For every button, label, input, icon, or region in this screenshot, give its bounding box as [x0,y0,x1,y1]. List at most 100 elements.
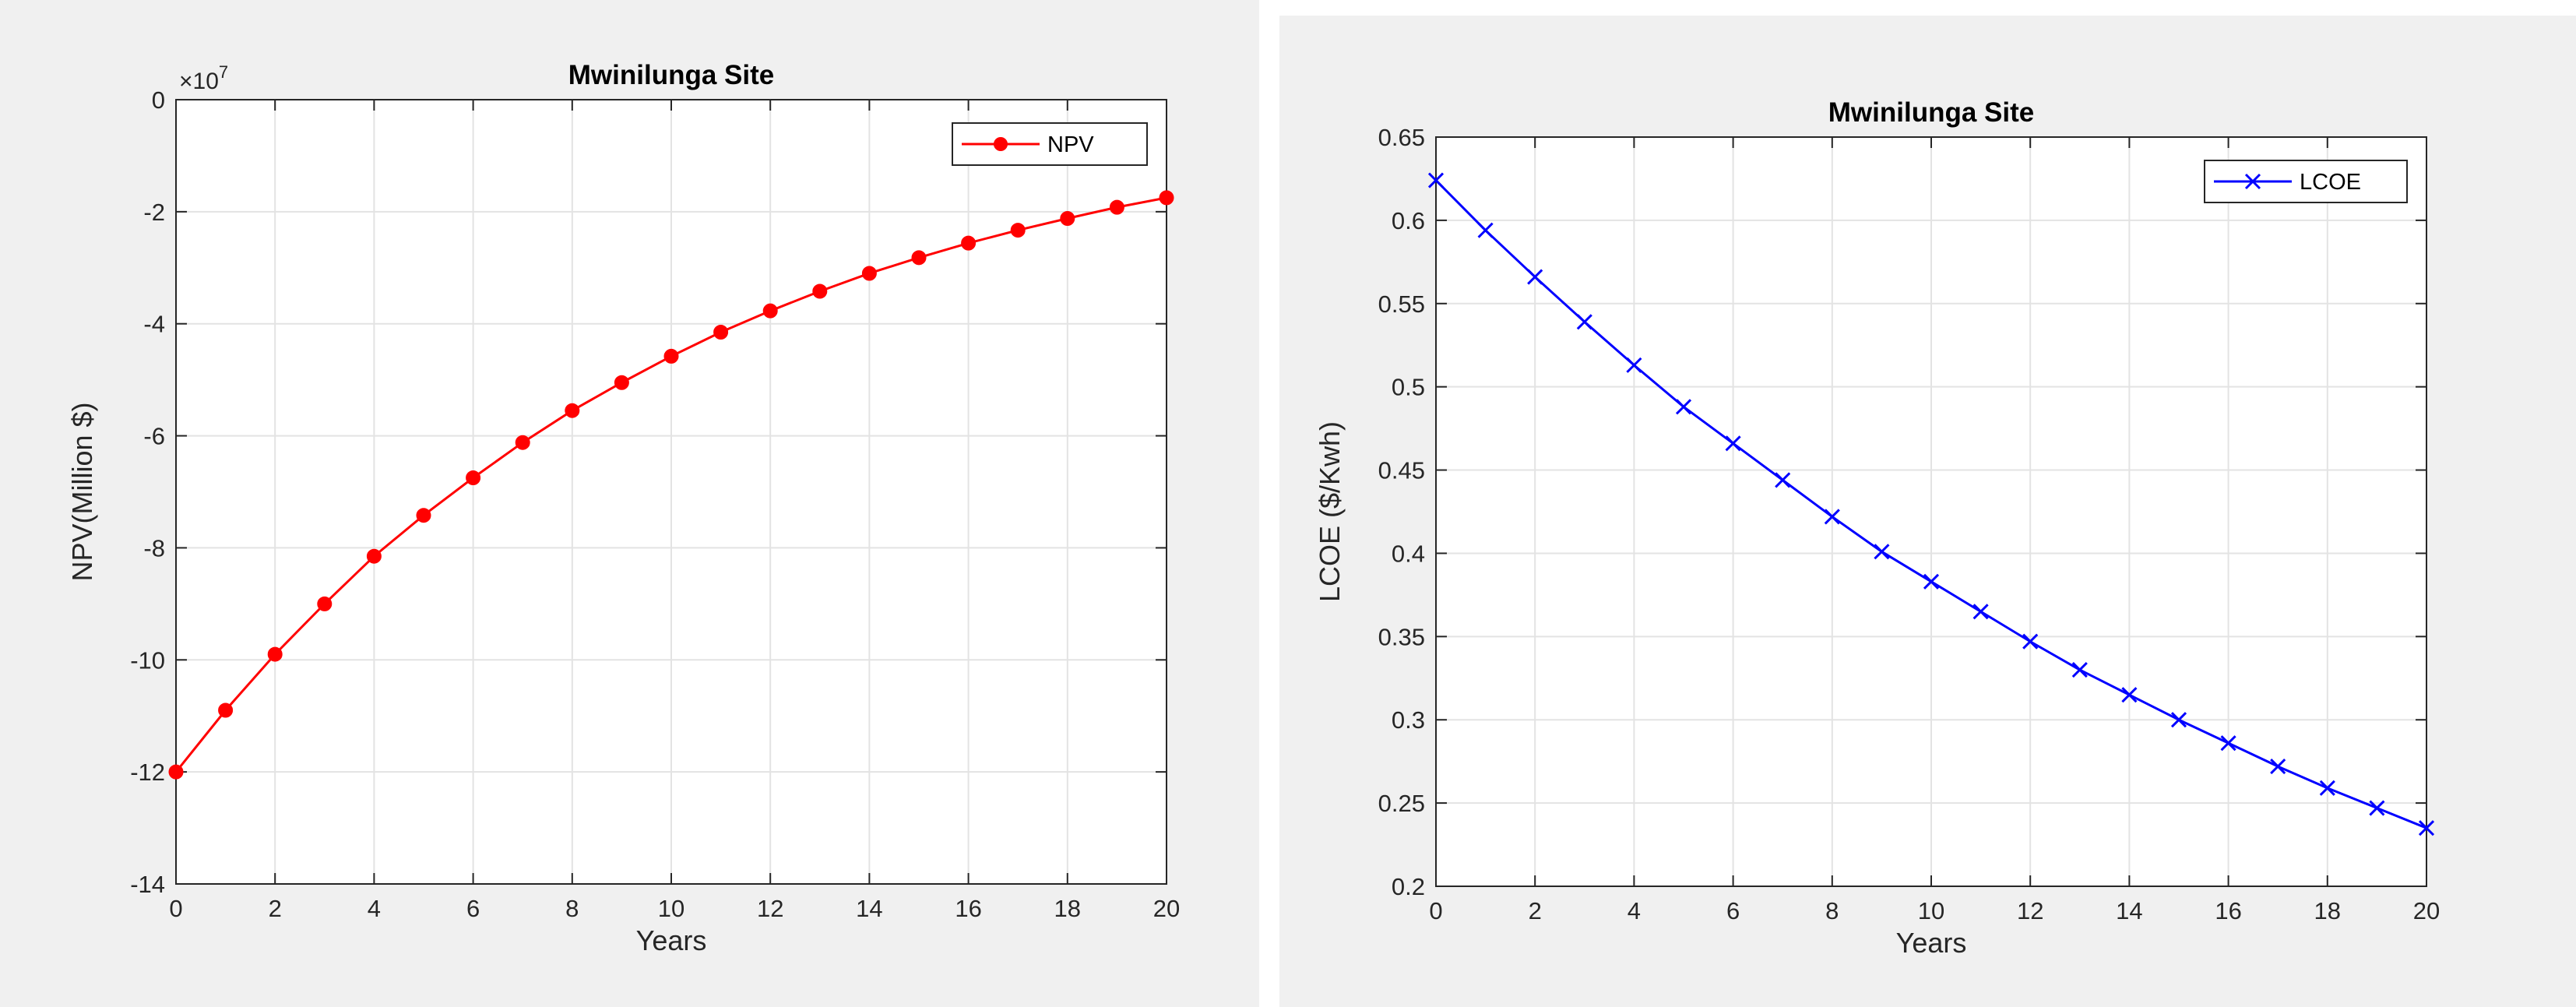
x-axis-label: Years [1896,927,1967,959]
data-point-stroke [1626,357,1642,373]
data-point-stroke [2418,820,2435,836]
data-point [1576,314,1592,330]
data-point [1972,604,1989,620]
chart-title: Mwinilunga Site [1828,97,2034,128]
data-point [1824,509,1840,525]
x-tick-label: 12 [757,895,783,922]
data-point [713,325,729,340]
x-tick-label: 18 [2314,897,2341,924]
y-tick-label: 0.4 [1392,540,1425,567]
data-point [1725,435,1741,452]
data-point [2418,820,2435,836]
y-tick-label: -8 [143,534,165,562]
legend-label: NPV [1047,132,1094,157]
data-point-stroke [1477,222,1494,238]
y-tick-label: -2 [143,199,165,226]
data-point [1109,199,1124,215]
y-tick-label: 0.55 [1378,290,1425,318]
x-tick-label: 18 [1054,895,1081,922]
y-tick-label: 0.6 [1392,207,1425,234]
data-point-stroke [2071,662,2088,678]
y-tick-label: 0.65 [1378,124,1425,151]
x-tick-label: 14 [856,895,882,922]
legend-marker [994,137,1008,151]
data-point-stroke [1527,269,1543,285]
npv-figure: 0 2 4 6 8 10 12 14 16 18 20 0 -2 -4 -6 -8 -10 -12 -14 Mwini… [0,0,1259,1007]
data-point [1874,544,1890,560]
x-tick-label: 6 [1726,897,1740,924]
data-point [812,283,828,299]
data-point-stroke [2022,633,2039,650]
data-point [168,764,184,780]
data-point [1060,210,1075,226]
data-point [317,596,333,611]
y-exponent-base: ×10 [179,69,219,94]
data-point-stroke [2270,759,2286,775]
y-tick-label: 0.5 [1392,374,1425,401]
x-tick-label: 2 [269,895,282,922]
y-tick-label: 0.25 [1378,790,1425,817]
x-tick-label: 0 [1429,897,1442,924]
x-tick-label: 0 [169,895,182,922]
data-point [2220,735,2236,752]
x-tick-label: 12 [2017,897,2043,924]
data-point [267,646,283,662]
legend-marker [2244,173,2261,190]
data-point [1477,222,1494,238]
data-point [515,435,530,450]
data-point-stroke [2319,780,2335,796]
x-tick-label: 16 [955,895,981,922]
y-tick-label: -6 [143,423,165,450]
data-point [911,250,927,266]
x-tick-label: 8 [565,895,579,922]
x-axis-label: Years [636,924,707,956]
y-tick-label: 0 [152,86,165,114]
legend: LCOE [2204,160,2408,203]
data-point-stroke [1427,172,1445,188]
data-point [2319,780,2335,796]
data-point [366,548,382,564]
data-point-stroke [1972,604,1989,620]
data-point [1626,357,1642,373]
data-point-stroke [1576,314,1592,330]
data-point [614,375,629,390]
data-point [1427,172,1445,188]
y-tick-label: -12 [130,759,165,786]
data-point [2121,687,2138,703]
data-point [1675,399,1692,415]
y-tick-label: 0.2 [1392,873,1425,900]
x-tick-label: 10 [1918,897,1944,924]
x-tick-label: 8 [1825,897,1839,924]
data-point [2022,633,2039,650]
data-point [663,348,679,364]
data-point [861,266,877,281]
data-point-stroke [1923,573,1940,590]
y-tick-label: -10 [130,646,165,674]
data-point [565,403,580,418]
data-point [1775,472,1791,488]
data-point [2071,662,2088,678]
y-tick-label: 0.35 [1378,623,1425,650]
data-point-stroke [1675,399,1692,415]
data-point-stroke [2170,712,2187,728]
data-point [762,303,778,319]
data-point [466,470,481,486]
lcoe-figure: 0 2 4 6 8 10 12 14 16 18 20 0.65 0.6 0.55 0.5 0.45 0.4 0.… [1279,16,2576,1007]
x-tick-label: 20 [1153,895,1180,922]
data-point [1527,269,1543,285]
legend-label: LCOE [2300,170,2361,195]
y-axis-label: NPV(Million $) [66,402,98,581]
data-point-stroke [1775,472,1791,488]
data-point [1010,223,1026,238]
data-point [961,235,977,251]
y-axis-label: LCOE ($/Kwh) [1314,421,1346,602]
lcoe-chart: 0 2 4 6 8 10 12 14 16 18 20 0.65 0.6 0.55 0.5 0.45 0.4 0.… [1314,97,2440,959]
x-tick-label: 16 [2215,897,2241,924]
y-tick-label: -14 [130,871,165,898]
data-point [218,702,234,718]
y-exponent-power: 7 [219,62,228,82]
x-tick-label: 6 [466,895,480,922]
legend: NPV [952,122,1148,166]
npv-chart: 0 2 4 6 8 10 12 14 16 18 20 0 -2 -4 -6 -8 -10 -12 -14 Mwini… [66,60,1180,956]
x-tick-label: 10 [658,895,684,922]
